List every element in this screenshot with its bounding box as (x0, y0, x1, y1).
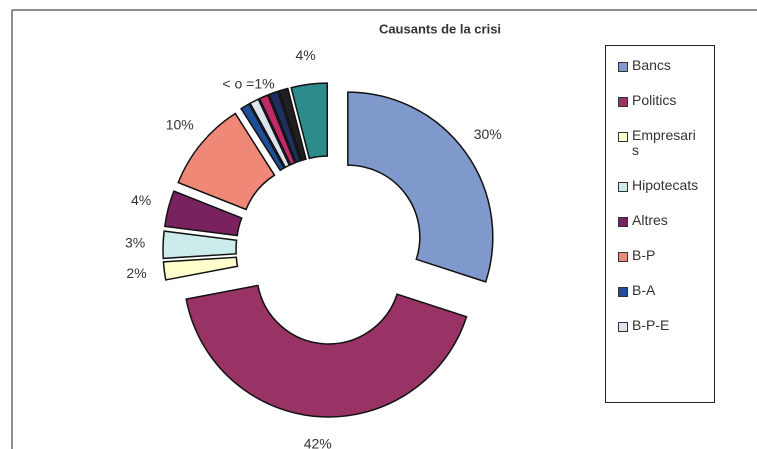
legend-item: Bancs (618, 58, 708, 73)
data-label: 3% (125, 235, 145, 251)
donut-slice (278, 87, 307, 162)
small-slices-label: < o =1% (222, 76, 274, 92)
legend-item: Hipotecats (618, 178, 708, 193)
legend-item: Altres (618, 213, 708, 228)
donut-slice (268, 90, 302, 164)
donut-slice (162, 230, 238, 260)
legend-item: B-P-E (618, 318, 708, 333)
chart-title: Causants de la crisi (379, 21, 501, 36)
legend-item: B-A (618, 283, 708, 298)
data-label: 42% (304, 435, 332, 449)
data-label: 4% (131, 192, 151, 208)
donut-slice (162, 256, 239, 281)
legend-item: Politics (618, 93, 708, 108)
legend-label: B-P-E (632, 317, 670, 333)
legend-label: B-A (632, 282, 656, 298)
legend-label: B-P (632, 247, 656, 263)
donut-slice (258, 94, 296, 166)
donut-slice (249, 98, 291, 169)
data-label: 10% (166, 116, 194, 132)
donut-slice (177, 112, 276, 211)
legend-swatch (618, 322, 628, 332)
legend-swatch (618, 252, 628, 262)
legend-swatch (618, 62, 628, 72)
donut-slice (163, 190, 243, 237)
legend-item: Empresaris (618, 128, 708, 158)
legend-label: Politics (632, 92, 677, 108)
legend-swatch (618, 217, 628, 227)
legend-label: Altres (632, 212, 668, 228)
legend-label: Hipotecats (632, 177, 699, 193)
donut-slice (347, 91, 494, 283)
donut-slice (290, 82, 328, 160)
legend: Bancs Politics Empresaris Hipotecats Altres B… (605, 45, 715, 403)
legend-label: Empresaris (632, 127, 696, 158)
legend-swatch (618, 97, 628, 107)
data-label: 2% (126, 265, 146, 281)
data-label: 4% (295, 47, 315, 63)
donut-slice (185, 284, 468, 418)
donut-slice (240, 102, 286, 172)
data-label: 30% (474, 126, 502, 142)
legend-item: B-P (618, 248, 708, 263)
legend-swatch (618, 132, 628, 142)
legend-swatch (618, 287, 628, 297)
legend-label: Bancs (632, 57, 671, 73)
legend-swatch (618, 182, 628, 192)
